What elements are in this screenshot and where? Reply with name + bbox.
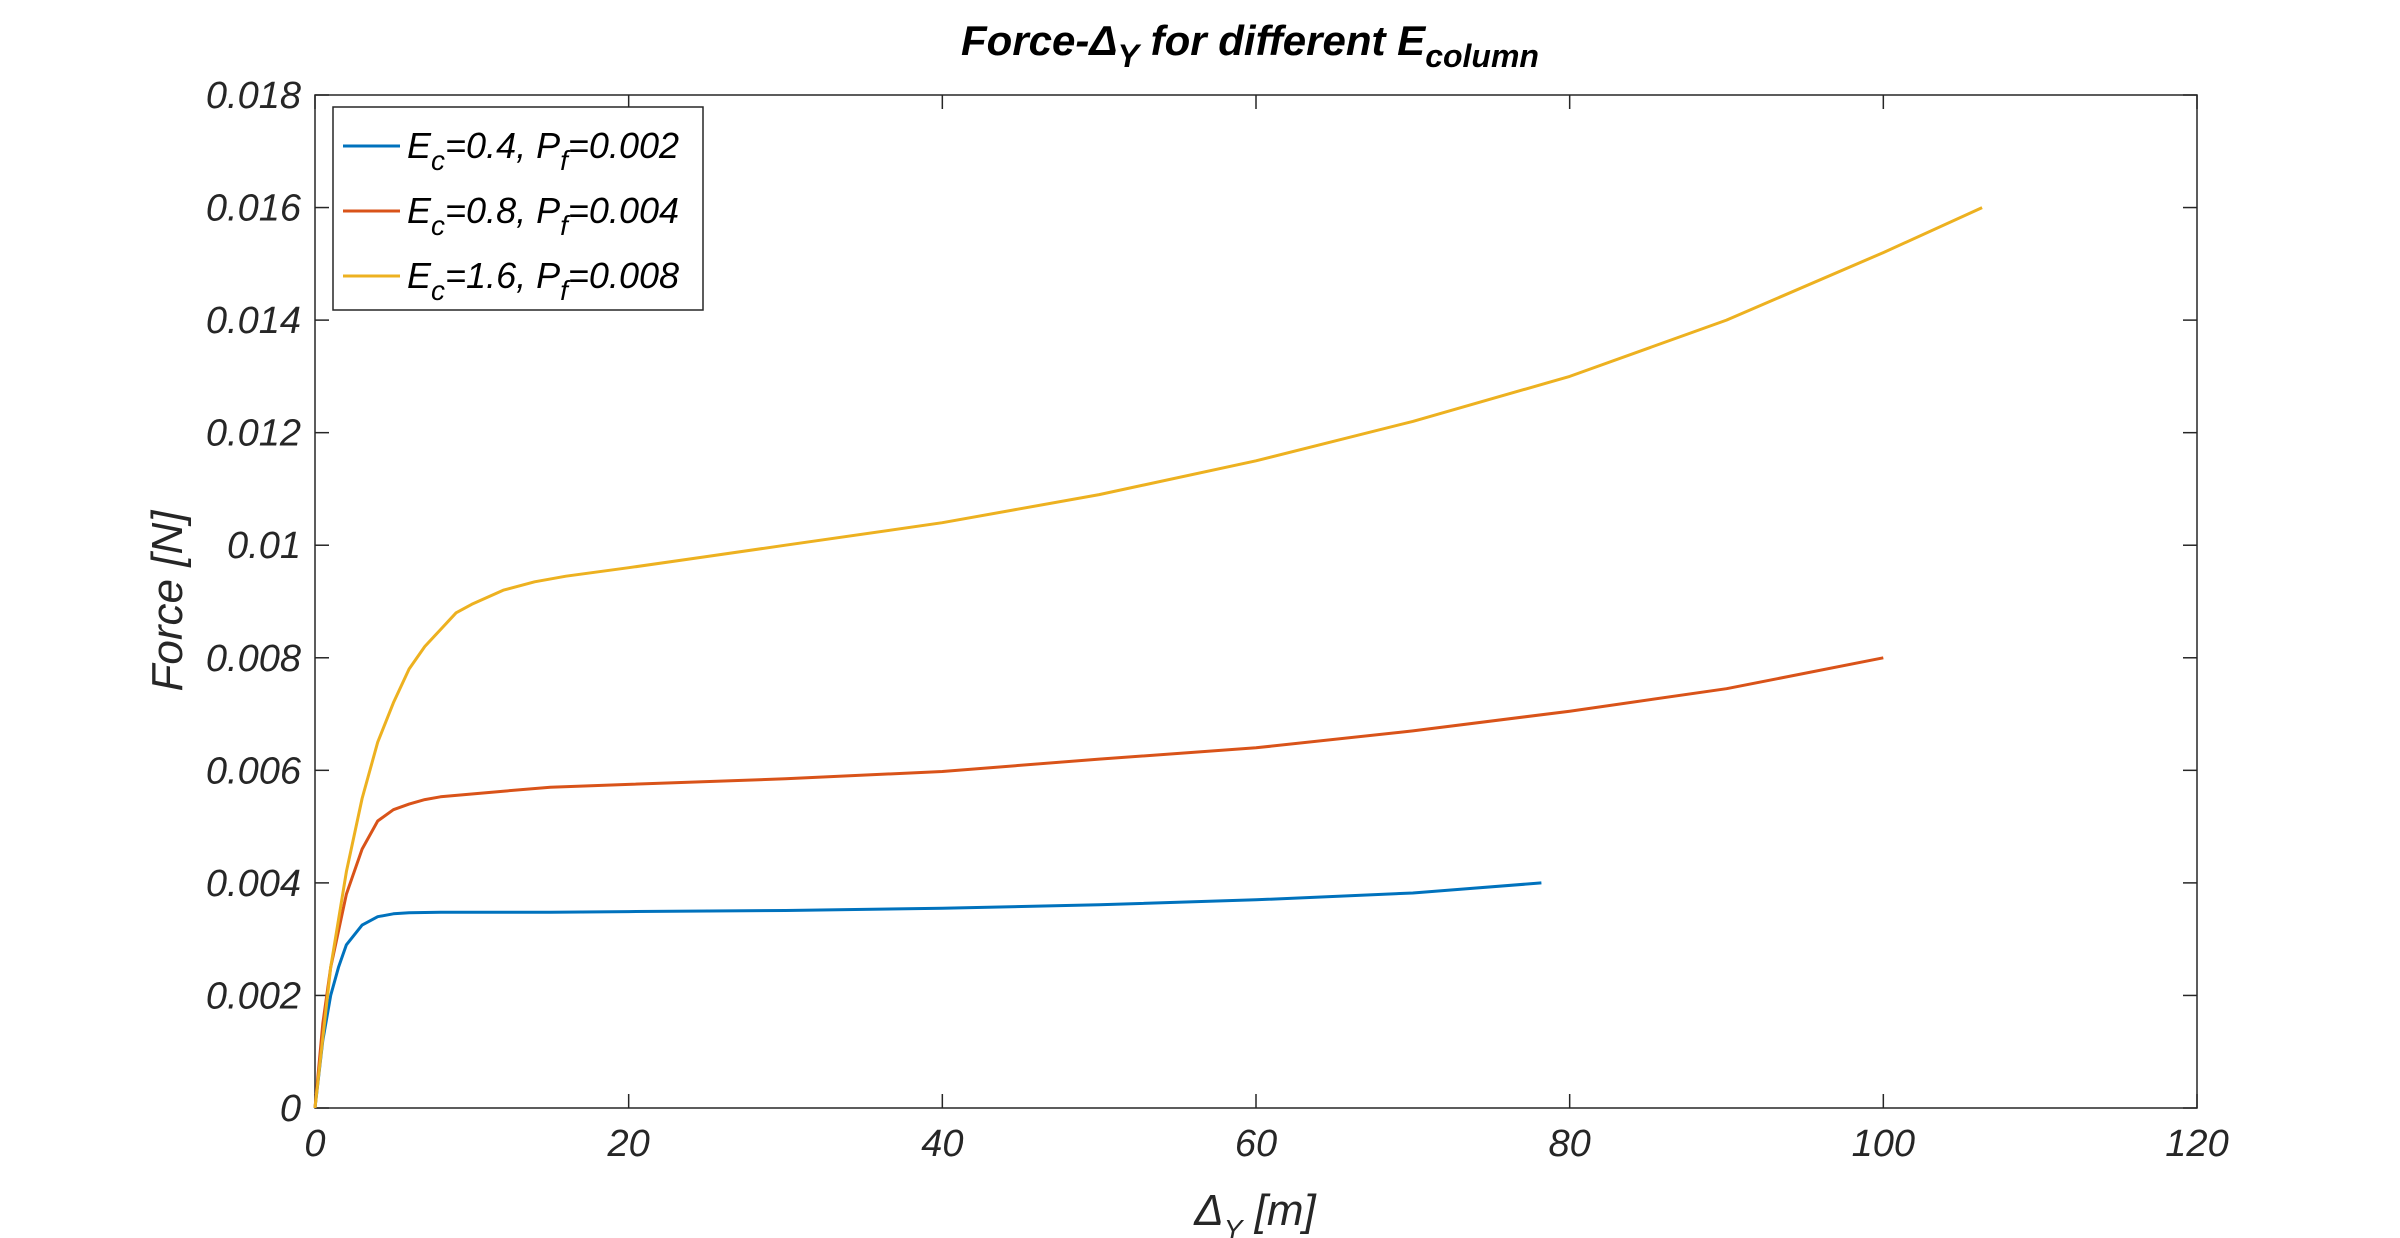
legend-label-1: Ec=0.4, Pf=0.002 (407, 125, 679, 176)
y-tick-label: 0.002 (206, 975, 301, 1017)
series-line-3 (313, 206, 1983, 1109)
plot-lines (313, 206, 1983, 1109)
x-tick-label: 20 (607, 1123, 650, 1165)
legend-label-3: Ec=1.6, Pf=0.008 (407, 255, 679, 306)
legend: Ec=0.4, Pf=0.002 Ec=0.8, Pf=0.004 Ec=1.6, … (332, 106, 704, 311)
series-line-1 (313, 881, 1542, 1109)
series-line-2 (313, 656, 1884, 1109)
y-tick-label: 0.004 (206, 863, 301, 905)
x-axis-label-sub: Y (1224, 1214, 1245, 1238)
y-tick-label: 0.01 (227, 525, 301, 567)
y-tick-label: 0.006 (206, 750, 302, 792)
chart-title: Force-ΔY for different Ecolumn (961, 17, 1539, 74)
x-tick-label: 60 (1235, 1123, 1277, 1165)
x-axis-label-main: Δ (1193, 1186, 1224, 1235)
y-tick-label: 0.012 (206, 413, 301, 455)
x-tick-label: 0 (304, 1123, 325, 1165)
y-axis-label: Force [N] (143, 509, 192, 692)
x-tick-label: 40 (921, 1123, 963, 1165)
x-tick-label: 80 (1549, 1123, 1591, 1165)
y-axis: 0 0.002 0.004 0.006 0.008 0.01 0.012 0.014 0.016… (206, 75, 2197, 1130)
chart-title-main: Force-Δ (961, 17, 1118, 64)
x-axis-label: ΔY [m] (1193, 1186, 1317, 1238)
chart-title-main-sub: Y (1118, 38, 1142, 74)
legend-label-2: Ec=0.8, Pf=0.004 (407, 190, 679, 241)
y-tick-label: 0.014 (206, 300, 301, 342)
y-tick-label: 0.008 (206, 638, 301, 680)
y-tick-label: 0.016 (206, 188, 302, 230)
chart-title-rest: for different E (1139, 17, 1427, 64)
x-tick-label: 120 (2165, 1123, 2228, 1165)
y-tick-label: 0.018 (206, 75, 301, 117)
chart-title-rest-sub: column (1425, 38, 1539, 74)
x-axis: 0 20 40 60 80 100 120 (304, 95, 2229, 1165)
x-axis-label-rest: [m] (1242, 1186, 1317, 1235)
x-tick-label: 100 (1852, 1123, 1915, 1165)
y-tick-label: 0 (280, 1088, 301, 1130)
